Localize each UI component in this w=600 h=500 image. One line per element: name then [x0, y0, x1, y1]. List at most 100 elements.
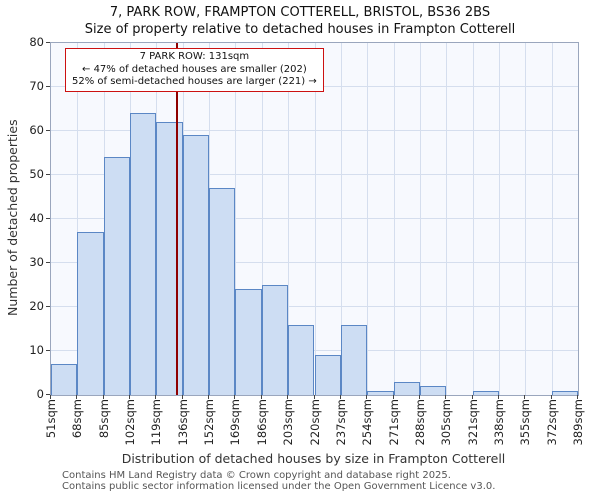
x-tick-mark [181, 395, 183, 399]
y-tick-mark [46, 306, 50, 307]
x-tick-label: 203sqm [281, 399, 296, 446]
y-tick-mark [46, 130, 50, 131]
chart-subtitle: Size of property relative to detached ho… [84, 22, 516, 37]
y-tick-mark [46, 218, 50, 219]
x-tick-mark [339, 395, 341, 399]
x-tick-mark [550, 395, 552, 399]
x-tick-mark [50, 395, 51, 399]
x-gridline [551, 43, 553, 395]
y-tick-mark [46, 42, 50, 43]
annotation-box: 7 PARK ROW: 131sqm ← 47% of detached hou… [65, 48, 324, 92]
histogram-bar [77, 232, 104, 395]
x-tick-label: 119sqm [149, 399, 164, 446]
x-tick-mark [313, 395, 315, 399]
y-tick-label: 70 [29, 79, 44, 93]
x-tick-label: 51sqm [44, 399, 58, 439]
x-tick-mark [260, 395, 262, 399]
histogram-bar [393, 381, 420, 395]
x-tick-mark [234, 395, 236, 399]
y-tick-label: 30 [29, 255, 44, 269]
y-tick-mark [46, 350, 50, 351]
x-tick-label: 136sqm [175, 399, 190, 446]
y-tick-mark [46, 86, 50, 87]
x-tick-mark [418, 395, 420, 399]
x-tick-label: 338sqm [491, 399, 506, 446]
histogram-bar [103, 157, 131, 395]
x-gridline [367, 43, 369, 395]
x-tick-label: 254sqm [360, 399, 375, 446]
chart-title: 7, PARK ROW, FRAMPTON COTTERELL, BRISTOL… [109, 5, 491, 20]
x-tick-mark [208, 395, 210, 399]
x-tick-label: 169sqm [228, 399, 243, 446]
x-tick-label: 186sqm [254, 399, 269, 446]
histogram-bar [182, 135, 210, 395]
y-tick-mark [46, 262, 50, 263]
histogram-bar [156, 122, 183, 395]
x-tick-mark [445, 395, 447, 399]
x-tick-mark [76, 395, 78, 399]
x-tick-label: 85sqm [96, 399, 111, 439]
y-tick-label: 80 [29, 35, 44, 49]
histogram-bar [261, 285, 289, 395]
x-gridline [261, 43, 263, 395]
property-marker-line [175, 43, 178, 395]
x-gridline [288, 43, 290, 395]
x-gridline [235, 43, 237, 395]
histogram-bar [235, 289, 262, 395]
x-tick-label: 152sqm [202, 399, 217, 446]
y-tick-mark [46, 394, 50, 395]
x-tick-label: 220sqm [307, 399, 322, 446]
x-gridline [472, 43, 474, 395]
x-tick-label: 68sqm [70, 399, 85, 439]
y-tick-mark [46, 174, 50, 175]
x-tick-mark [497, 395, 499, 399]
x-gridline [314, 43, 316, 395]
annotation-title: 7 PARK ROW: 131sqm [139, 51, 250, 62]
plot-area: 7 PARK ROW: 131sqm ← 47% of detached hou… [50, 42, 579, 396]
x-gridline [77, 43, 79, 395]
x-tick-label: 372sqm [544, 399, 559, 446]
y-tick-label: 20 [29, 299, 44, 313]
annotation-smaller-text: ← 47% of detached houses are smaller (20… [82, 63, 307, 75]
x-tick-mark [155, 395, 157, 399]
x-tick-mark [102, 395, 104, 399]
x-tick-mark [392, 395, 394, 399]
footer-copyright: Contains HM Land Registry data © Crown c… [62, 470, 451, 481]
y-tick-label: 0 [36, 387, 44, 401]
x-tick-label: 355sqm [518, 399, 533, 446]
x-tick-label: 271sqm [386, 399, 401, 446]
histogram-bar [472, 390, 499, 395]
footer-licence: Contains public sector information licen… [62, 481, 496, 492]
x-gridline [498, 43, 500, 395]
histogram-bar [367, 390, 394, 395]
y-tick-label: 60 [29, 123, 44, 137]
x-gridline [419, 43, 421, 395]
y-tick-label: 40 [29, 211, 44, 225]
x-tick-mark [577, 395, 578, 399]
histogram-bar [340, 324, 368, 395]
x-tick-label: 237sqm [333, 399, 348, 446]
x-tick-label: 305sqm [439, 399, 454, 446]
x-tick-label: 321sqm [465, 399, 480, 446]
y-tick-label: 50 [29, 167, 44, 181]
x-tick-mark [471, 395, 473, 399]
histogram-bar [209, 188, 236, 395]
histogram-bar [551, 390, 578, 395]
x-gridline [525, 43, 527, 395]
x-gridline [446, 43, 448, 395]
histogram-bar [51, 364, 78, 395]
y-tick-label: 10 [29, 343, 44, 357]
x-tick-mark [366, 395, 368, 399]
x-tick-mark [524, 395, 526, 399]
annotation-larger-text: 52% of semi-detached houses are larger (… [72, 76, 317, 87]
histogram-bar [288, 324, 315, 395]
x-gridline [340, 43, 342, 395]
x-gridline [393, 43, 395, 395]
x-tick-label: 389sqm [571, 399, 585, 446]
histogram-bar [314, 355, 341, 395]
histogram-bar [130, 113, 157, 395]
x-tick-label: 288sqm [412, 399, 427, 446]
x-tick-label: 102sqm [123, 399, 138, 446]
histogram-bar [419, 386, 447, 395]
